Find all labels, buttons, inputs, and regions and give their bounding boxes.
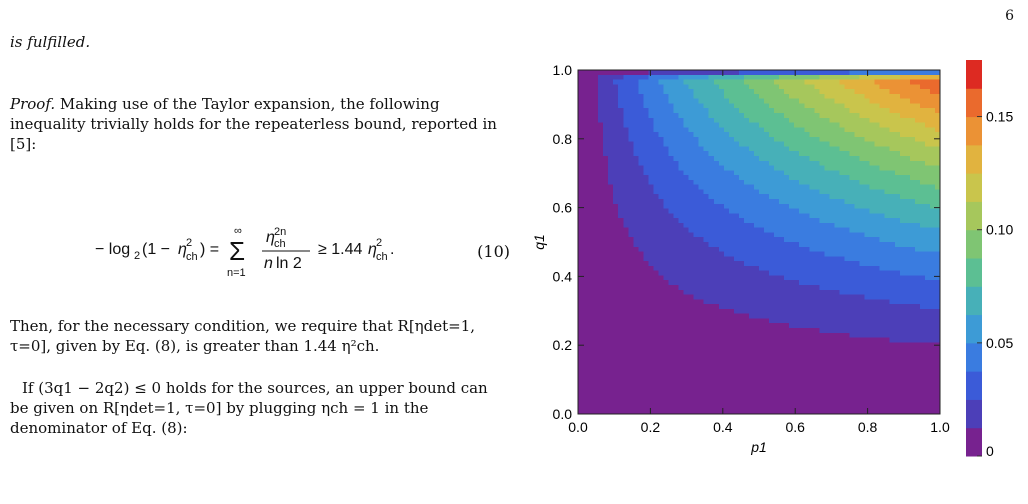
- colorbar-segment: [966, 144, 982, 174]
- x-axis-label: p1: [750, 439, 767, 455]
- svg-text:ch: ch: [186, 251, 198, 263]
- proof-body: Making use of the Taylor expansion, the …: [10, 95, 497, 153]
- y-tick-label: 0.4: [553, 268, 573, 284]
- x-tick-label: 0.0: [568, 419, 588, 435]
- x-tick-label: 0.6: [785, 419, 805, 435]
- svg-text:Σ: Σ: [229, 236, 245, 266]
- plot-frame: [577, 69, 941, 415]
- svg-text:∞: ∞: [234, 225, 242, 237]
- colorbar-segment: [966, 88, 982, 118]
- svg-text:ln 2: ln 2: [276, 255, 302, 272]
- colorbar-segment: [966, 229, 982, 259]
- colorbar: 0 0.05 0.10 0.15: [966, 60, 1013, 459]
- plot-axes: 0.0 0.2 0.4 0.6 0.8 1.0 0.0 0.2 0.4 0.6 0.8 1.0: [553, 62, 950, 435]
- svg-text:ch: ch: [376, 251, 388, 263]
- y-tick-label: 0.0: [553, 406, 573, 422]
- svg-text:2: 2: [186, 237, 192, 249]
- contour-band-12: [909, 79, 940, 94]
- equation-10: − log 2 (1 − η 2 ch ) = Σ ∞ n=1 η 2n ch …: [10, 222, 510, 282]
- colorbar-segment: [966, 286, 982, 316]
- colorbar-segment: [966, 427, 982, 457]
- y-tick-label: 0.2: [553, 337, 573, 353]
- proof-paragraph: Proof. Making use of the Taylor expansio…: [10, 94, 510, 154]
- svg-text:2: 2: [134, 250, 140, 262]
- paragraph-upper-bound: If (3q1 − 2q2) ≤ 0 holds for the sources…: [10, 379, 488, 437]
- x-tick-label: 0.8: [858, 419, 878, 435]
- colorbar-tick-label: 0.05: [986, 335, 1013, 351]
- colorbar-tick-label: 0: [986, 443, 994, 459]
- y-axis-label: q1: [531, 234, 547, 250]
- svg-text:η: η: [178, 241, 187, 258]
- colorbar-segment: [966, 116, 982, 146]
- svg-text:− log: − log: [95, 241, 130, 258]
- paragraph-fulfilled: is fulfilled.: [10, 33, 91, 51]
- colorbar-segment: [966, 201, 982, 231]
- paragraph-necessary-condition: Then, for the necessary condition, we re…: [10, 317, 476, 355]
- x-tick-label: 1.0: [930, 419, 950, 435]
- colorbar-tick-label: 0.15: [986, 109, 1013, 125]
- svg-text:2: 2: [376, 237, 382, 249]
- svg-text:η: η: [266, 229, 275, 246]
- svg-text:) =: ) =: [200, 241, 219, 258]
- x-tick-label: 0.4: [713, 419, 733, 435]
- svg-text:η: η: [368, 241, 377, 258]
- svg-text:n: n: [264, 255, 273, 272]
- y-tick-label: 0.8: [553, 131, 573, 147]
- colorbar-tick-label: 0.10: [986, 222, 1013, 238]
- svg-text:n=1: n=1: [227, 267, 246, 279]
- y-tick-label: 1.0: [553, 62, 573, 78]
- colorbar-segment: [966, 258, 982, 287]
- svg-text:.: .: [390, 241, 394, 258]
- contour-figure: 0.0 0.2 0.4 0.6 0.8 1.0 0.0 0.2 0.4 0.6 0.8 1.0 0 0.…: [530, 60, 1028, 480]
- svg-text:≥ 1.44: ≥ 1.44: [318, 241, 362, 258]
- colorbar-segment: [966, 371, 982, 400]
- svg-text:(1 −: (1 −: [142, 241, 170, 258]
- contour-plot: 0.0 0.2 0.4 0.6 0.8 1.0 0.0 0.2 0.4 0.6 0.8 1.0 0 0.…: [531, 60, 1013, 459]
- svg-text:2n: 2n: [274, 226, 286, 238]
- colorbar-segment: [966, 173, 982, 202]
- x-tick-label: 0.2: [641, 419, 661, 435]
- colorbar-segment: [966, 60, 982, 89]
- svg-text:ch: ch: [274, 238, 286, 250]
- equation-10-math: − log 2 (1 − η 2 ch ) = Σ ∞ n=1 η 2n ch …: [95, 225, 394, 279]
- colorbar-segment: [966, 399, 982, 429]
- equation-number: (10): [477, 242, 510, 261]
- proof-label: Proof.: [10, 95, 56, 113]
- page-number: 6: [1005, 8, 1014, 24]
- y-tick-label: 0.6: [553, 200, 573, 216]
- contour-fill: [578, 70, 940, 414]
- colorbar-segment: [966, 314, 982, 344]
- colorbar-segment: [966, 342, 982, 372]
